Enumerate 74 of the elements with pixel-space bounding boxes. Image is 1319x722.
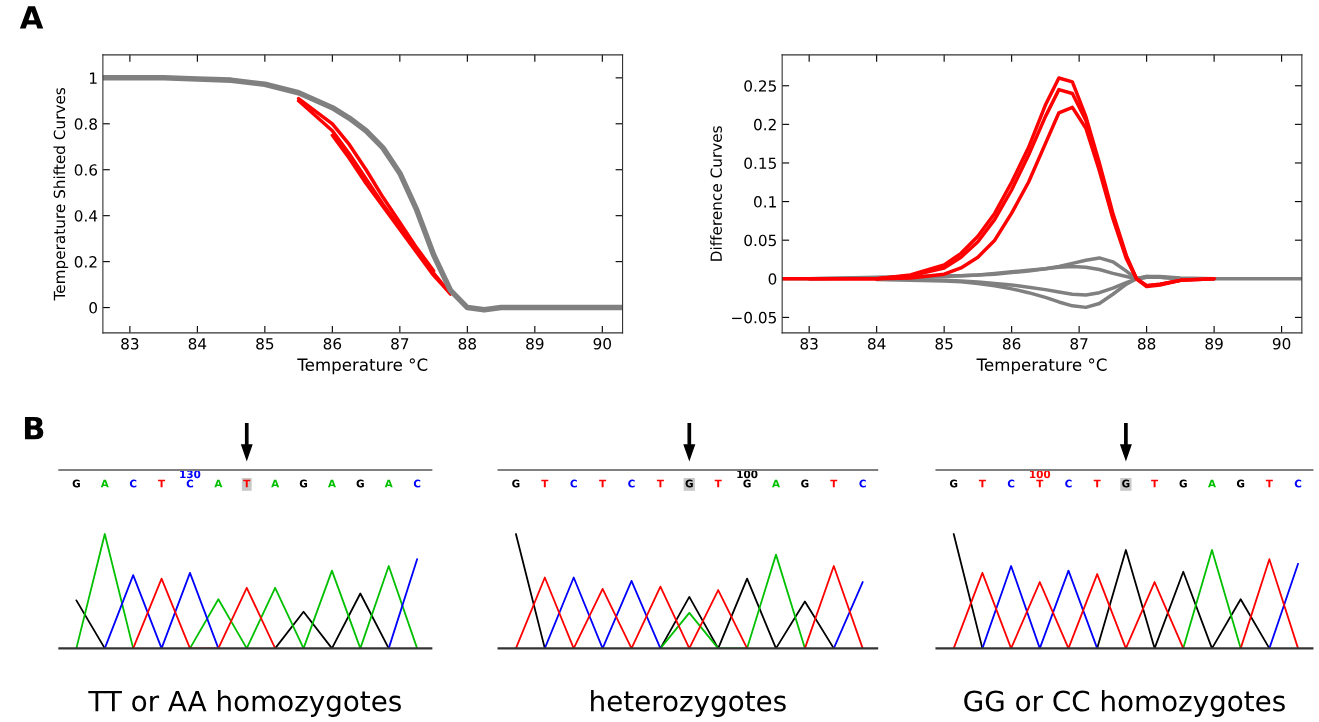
x-tick-label: 86 — [323, 337, 342, 350]
x-tick-label: T — [243, 479, 251, 488]
x-tick-label: G — [512, 479, 520, 488]
y-tick-label: 0.25 — [744, 80, 776, 92]
y-tick-label: 0.4 — [74, 210, 98, 222]
y-tick-label: 0.1 — [754, 196, 776, 208]
x-tick-label: A — [772, 479, 780, 488]
x-tick-label: C — [413, 479, 421, 488]
x-tick-label: 86 — [1002, 337, 1021, 350]
x-axis-title: TT or AA homozygotes — [88, 690, 401, 717]
x-tick-label: C — [570, 479, 577, 488]
x-tick-label: 90 — [593, 337, 612, 350]
text: B — [24, 416, 44, 440]
x-tick-label: T — [541, 479, 549, 488]
x-tick-label: C — [1065, 479, 1072, 488]
x-tick-label: T — [978, 479, 986, 488]
y-tick-label: 1 — [89, 72, 97, 84]
x-axis-title: heterozygotes — [591, 690, 786, 717]
text: A — [19, 6, 44, 29]
x-tick-label: C — [129, 479, 137, 488]
x-tick-label: 87 — [391, 337, 409, 350]
x-tick-label: 85 — [256, 337, 274, 350]
x-tick-label: 90 — [1272, 337, 1291, 350]
x-tick-label: 87 — [1070, 337, 1088, 350]
x-tick-label: T — [1151, 479, 1159, 488]
x-tick-label: A — [384, 479, 393, 488]
x-tick-label: T — [1265, 479, 1273, 488]
x-tick-label: A — [100, 479, 109, 488]
y-tick-label: 0.2 — [754, 118, 776, 131]
x-tick-label: A — [214, 479, 223, 488]
x-tick-label: C — [628, 479, 635, 488]
y-axis-title: Temperature Shifted Curves — [53, 87, 69, 301]
x-tick-label: 89 — [1205, 337, 1223, 350]
x-tick-label: 89 — [526, 337, 544, 350]
x-tick-label: 84 — [188, 337, 207, 350]
x-tick-label: 85 — [935, 337, 953, 350]
x-tick-label: 83 — [121, 337, 139, 350]
x-tick-label: C — [1007, 479, 1015, 488]
x-tick-label: G — [1122, 479, 1130, 488]
y-tick-label: 0.2 — [74, 256, 97, 268]
x-tick-label: G — [72, 479, 80, 488]
x-tick-label: T — [1093, 479, 1101, 488]
x-tick-label: T — [158, 479, 166, 488]
y-tick-label: 0.6 — [74, 164, 98, 176]
x-tick-label: G — [356, 479, 364, 488]
x-tick-label: 84 — [867, 337, 886, 350]
x-tick-label: A — [1207, 479, 1216, 488]
x-tick-label: 88 — [458, 337, 477, 350]
x-axis-title: Temperature °C — [976, 358, 1107, 375]
x-tick-label: T — [830, 479, 838, 488]
y-tick-label: −0.05 — [732, 311, 776, 324]
x-tick-label: G — [685, 479, 693, 488]
y-axis-title: Difference Curves — [710, 126, 722, 261]
y-tick-label: 0 — [768, 273, 777, 285]
x-axis-title: GG or CC homozygotes — [964, 690, 1285, 717]
x-tick-label: G — [949, 479, 958, 488]
x-tick-label: A — [271, 479, 280, 488]
x-tick-label: 88 — [1137, 337, 1156, 350]
x-tick-label: G — [801, 479, 809, 488]
x-tick-label: T — [714, 479, 722, 488]
x-tick-label: T — [599, 479, 607, 488]
x-tick-label: C — [859, 479, 866, 488]
y-tick-label: 0.05 — [744, 234, 776, 247]
x-tick-label: G — [1236, 479, 1245, 488]
y-tick-label: 0 — [89, 302, 98, 314]
y-tick-label: 0.15 — [744, 157, 776, 169]
x-tick-label: G — [299, 479, 308, 488]
y-tick-label: 0.8 — [74, 118, 97, 130]
x-tick-label: T — [656, 479, 664, 488]
x-tick-label: C — [1294, 479, 1302, 488]
x-tick-label: A — [327, 479, 336, 488]
x-tick-label: 83 — [800, 337, 818, 350]
x-axis-title: Temperature °C — [297, 358, 428, 375]
x-tick-label: G — [1179, 479, 1187, 488]
